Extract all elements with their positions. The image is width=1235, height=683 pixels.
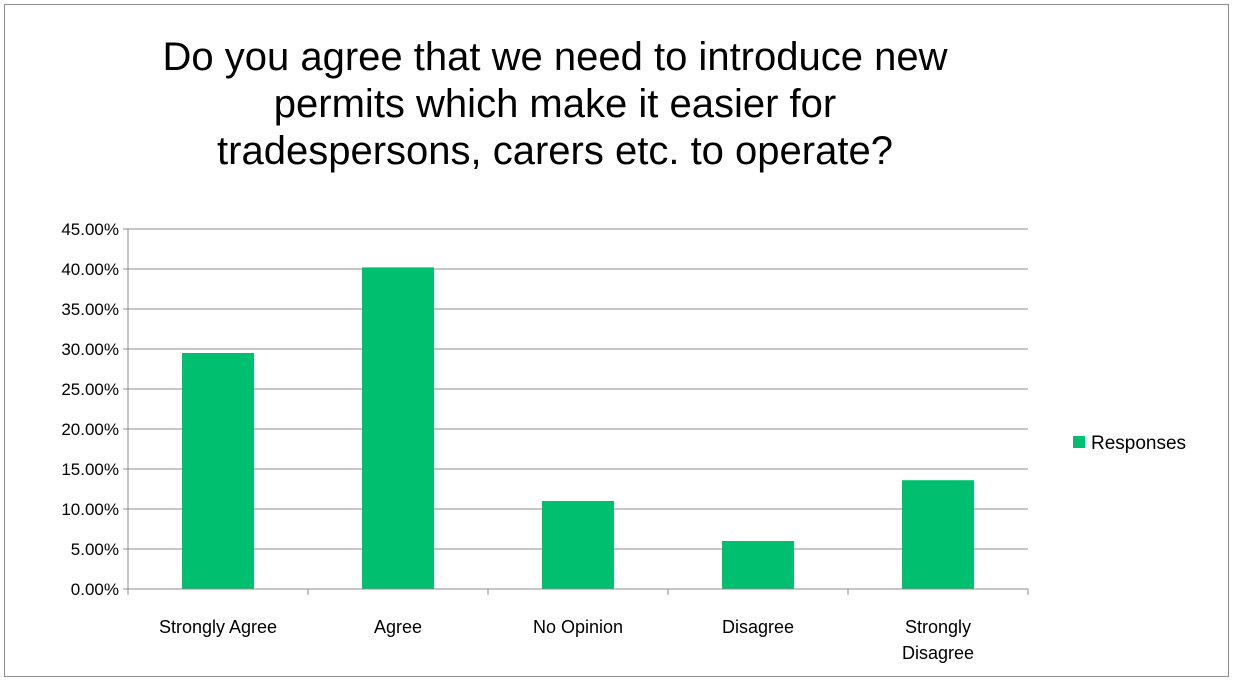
y-tick-label: 45.00% bbox=[61, 220, 119, 239]
x-tick-label: No Opinion bbox=[533, 617, 623, 637]
x-tick-label-line: Strongly Agree bbox=[159, 617, 277, 637]
x-tick-label: Agree bbox=[374, 617, 422, 637]
x-tick-label-line: Disagree bbox=[722, 617, 794, 637]
x-tick-label: Disagree bbox=[722, 617, 794, 637]
x-tick-label-line: No Opinion bbox=[533, 617, 623, 637]
chart-title: Do you agree that we need to introduce n… bbox=[120, 34, 990, 175]
x-tick-label: Strongly Disagree bbox=[902, 617, 974, 663]
bar bbox=[182, 353, 254, 589]
y-tick-label: 30.00% bbox=[61, 340, 119, 359]
bar bbox=[362, 267, 434, 589]
y-tick-label: 10.00% bbox=[61, 500, 119, 519]
x-axis-labels: Strongly Agree Agree No Opinion Disagree Str… bbox=[159, 617, 974, 663]
legend-label: Responses bbox=[1091, 433, 1186, 454]
bar bbox=[542, 501, 614, 589]
y-tick-label: 35.00% bbox=[61, 300, 119, 319]
y-tick-label: 20.00% bbox=[61, 420, 119, 439]
y-tick-label: 15.00% bbox=[61, 460, 119, 479]
bars bbox=[182, 267, 974, 589]
chart-title-line-3: tradespersons, carers etc. to operate? bbox=[217, 129, 893, 173]
y-axis-ticks: 0.00% 5.00% 10.00% 15.00% 20.00% 25.00% 30.00%… bbox=[61, 220, 128, 599]
chart-title-line-2: permits which make it easier for bbox=[273, 82, 837, 126]
y-tick-label: 40.00% bbox=[61, 260, 119, 279]
x-tick-label-line: Agree bbox=[374, 617, 422, 637]
y-tick-label: 25.00% bbox=[61, 380, 119, 399]
chart-title-line-1: Do you agree that we need to introduce n… bbox=[162, 35, 948, 79]
legend-swatch bbox=[1073, 436, 1085, 448]
y-tick-label: 5.00% bbox=[71, 540, 119, 559]
y-tick-label: 0.00% bbox=[71, 580, 119, 599]
bar bbox=[722, 541, 794, 589]
x-tick-label-line: Disagree bbox=[902, 643, 974, 663]
x-tick-label-line: Strongly bbox=[905, 617, 971, 637]
x-tick-label: Strongly Agree bbox=[159, 617, 277, 637]
bar bbox=[902, 480, 974, 589]
legend: Responses bbox=[1073, 433, 1186, 454]
axes bbox=[127, 229, 1029, 595]
